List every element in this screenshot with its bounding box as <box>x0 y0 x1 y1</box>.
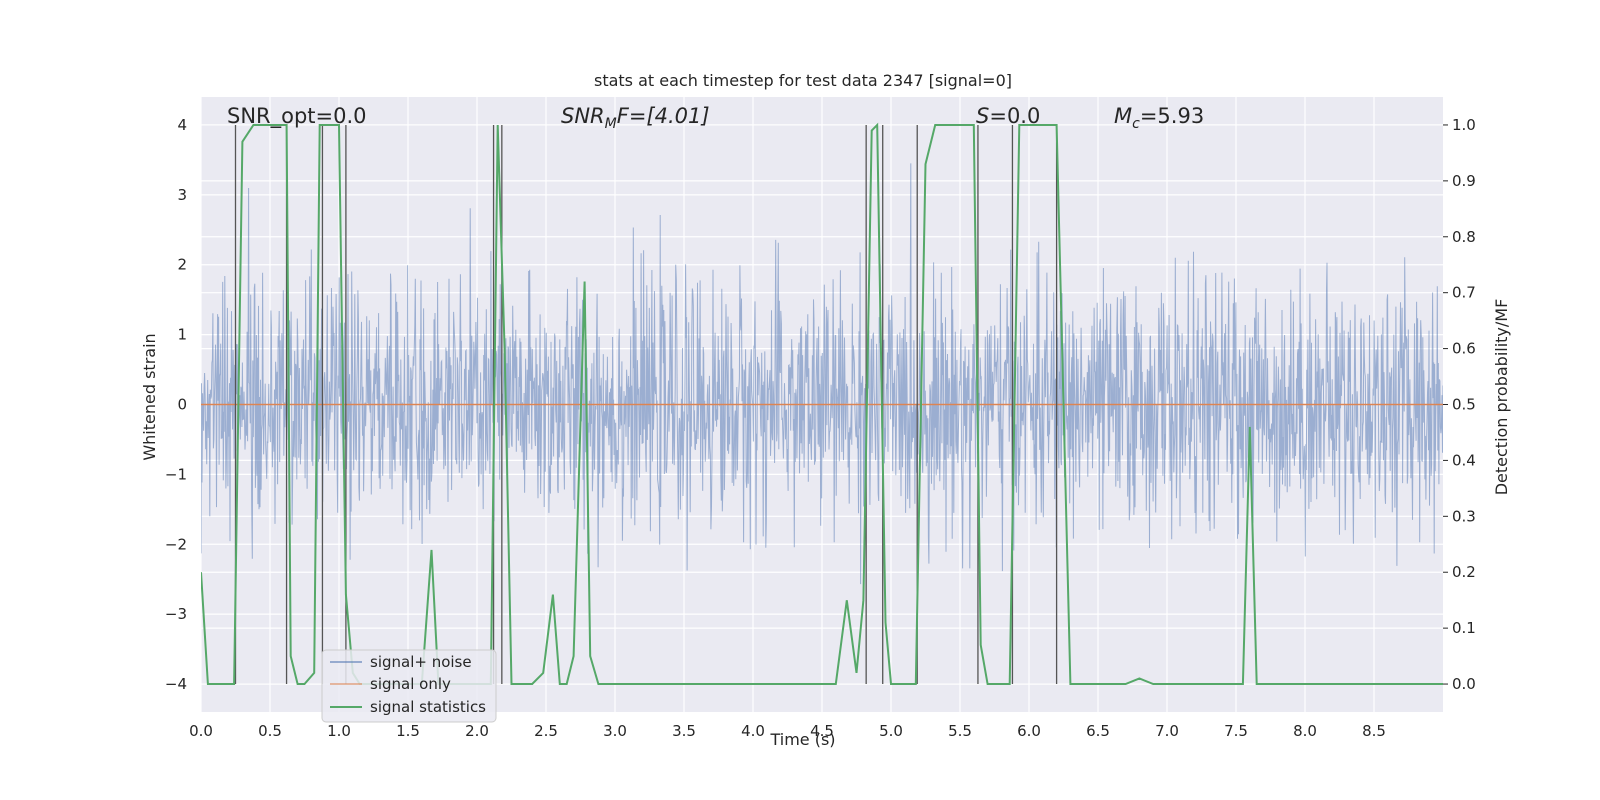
x-tick-label: 8.0 <box>1293 722 1317 740</box>
y-axis-left-label: Whitened strain <box>140 333 159 460</box>
y-axis-right-label: Detection probability/MF <box>1492 299 1511 496</box>
x-tick-label: 0.5 <box>258 722 282 740</box>
y-tick-label-left: −2 <box>165 535 187 553</box>
y-tick-label-left: 2 <box>177 256 187 274</box>
y-tick-label-right: 0.1 <box>1452 619 1476 637</box>
x-axis-ticks: 0.0 0.5 1.0 1.5 2.0 2.5 3.0 3.5 4.0 4.5 5.0 5.5 6.0 6… <box>189 722 1386 740</box>
y-tick-label-right: 0.8 <box>1452 228 1476 246</box>
y-tick-label-left: −4 <box>165 675 187 693</box>
annotation-snr-mf: SNRMF=[4.01] <box>561 104 710 132</box>
x-tick-label: 6.0 <box>1017 722 1041 740</box>
y-tick-label-left: −1 <box>165 465 187 483</box>
x-tick-label: 5.5 <box>948 722 972 740</box>
y-axis-left-ticks: −4 −3 −2 −1 0 1 2 3 4 <box>165 116 187 693</box>
x-tick-label: 1.5 <box>396 722 420 740</box>
legend-label-signal-only: signal only <box>370 675 451 693</box>
legend-box <box>321 649 497 723</box>
y-tick-label-right: 0.3 <box>1452 507 1476 525</box>
x-tick-label: 2.0 <box>465 722 489 740</box>
x-tick-label: 7.5 <box>1224 722 1248 740</box>
snr-mf-prefix: SNR <box>561 104 605 128</box>
y-tick-label-left: 1 <box>177 326 187 344</box>
mc-value: =5.93 <box>1140 104 1204 128</box>
x-tick-label: 3.5 <box>672 722 696 740</box>
legend: signal+ noise signal only signal statist… <box>321 649 497 723</box>
y-tick-label-left: 4 <box>177 116 187 134</box>
snr-mf-suffix: F=[4.01] <box>617 104 710 128</box>
s-label: S <box>976 104 989 128</box>
x-tick-label: 6.5 <box>1086 722 1110 740</box>
y-tick-label-right: 0.0 <box>1452 675 1476 693</box>
y-tick-label-right: 0.9 <box>1452 172 1476 190</box>
signal-noise-line <box>201 163 1443 585</box>
legend-label-statistics: signal statistics <box>370 698 486 716</box>
x-tick-label: 1.0 <box>327 722 351 740</box>
x-tick-label: 8.5 <box>1362 722 1386 740</box>
y-tick-label-right: 0.4 <box>1452 451 1476 469</box>
y-tick-label-right: 0.2 <box>1452 563 1476 581</box>
y-tick-label-right: 0.5 <box>1452 396 1476 414</box>
snr-mf-sub: M <box>605 116 617 132</box>
x-tick-label: 4.0 <box>741 722 765 740</box>
y-axis-right-ticks: 0.0 0.1 0.2 0.3 0.4 0.5 0.6 0.7 0.8 0.9 1.0 <box>1443 116 1476 693</box>
mc-label: M <box>1114 104 1132 128</box>
signal-statistics-line <box>201 122 1443 685</box>
y-tick-label-left: −3 <box>165 605 187 623</box>
annotation-mc: Mc=5.93 <box>1114 104 1204 132</box>
noise-series <box>201 163 1443 585</box>
x-tick-label: 3.0 <box>603 722 627 740</box>
y-tick-label-right: 1.0 <box>1452 116 1476 134</box>
x-axis-label: Time (s) <box>769 730 835 749</box>
y-tick-label-left: 0 <box>177 396 187 414</box>
x-tick-label: 2.5 <box>534 722 558 740</box>
x-tick-label: 7.0 <box>1155 722 1179 740</box>
mc-sub: c <box>1132 116 1140 132</box>
x-tick-label: 4.5 <box>810 722 834 740</box>
chart-title: stats at each timestep for test data 234… <box>594 71 1012 90</box>
annotation-s: S=0.0 <box>976 104 1040 128</box>
annotation-snr-opt: SNR_opt=0.0 <box>227 104 367 129</box>
x-tick-label: 5.0 <box>879 722 903 740</box>
y-tick-label-left: 3 <box>177 186 187 204</box>
s-value: =0.0 <box>989 104 1040 128</box>
y-tick-label-right: 0.6 <box>1452 340 1476 358</box>
x-tick-label: 0.0 <box>189 722 213 740</box>
y-tick-label-right: 0.7 <box>1452 284 1476 302</box>
legend-label-noise: signal+ noise <box>370 653 472 671</box>
